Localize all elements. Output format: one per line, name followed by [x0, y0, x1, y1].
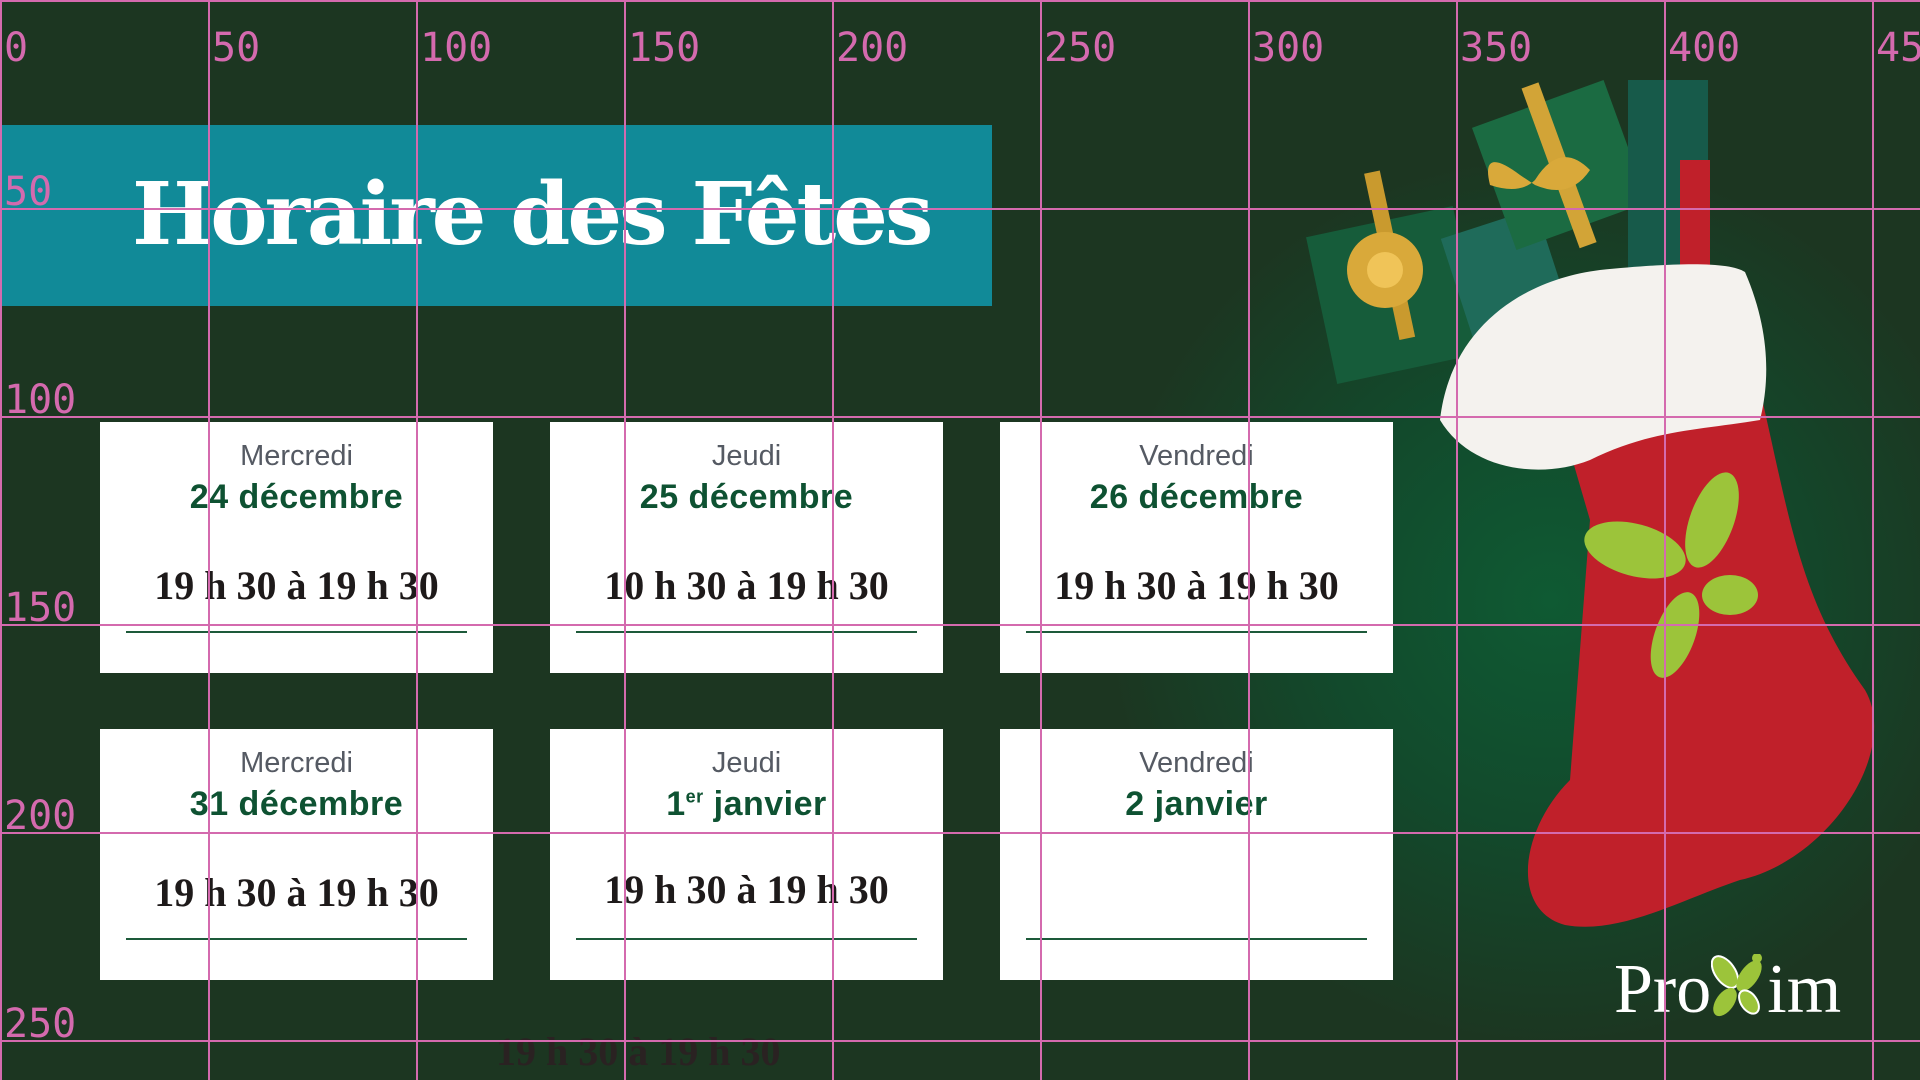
- grid-line: [1664, 0, 1666, 1080]
- stocking-cuff: [1440, 264, 1767, 470]
- card-day: Jeudi: [711, 440, 782, 472]
- grid-x-label: 0: [4, 25, 29, 71]
- card-divider: [576, 938, 917, 940]
- grid-x-label: 300: [1252, 25, 1325, 71]
- schedule-card: Jeudi 1er janvier: [550, 729, 943, 980]
- card-hours: 19 h 30 à 19 h 30: [1054, 563, 1339, 608]
- card-divider: [126, 631, 467, 633]
- schedule-card: Mercredi 31 décembre 19 h 30 à 19 h 30: [100, 729, 493, 980]
- overflow-hours-text: 19 h 30 à 19 h 30: [496, 1029, 781, 1074]
- schedule-card: Mercredi 24 décembre 19 h 30 à 19 h 30: [100, 422, 493, 673]
- grid-x-label: 350: [1460, 25, 1533, 71]
- overflow-hours-text: 19 h 30 à 19 h 30: [604, 867, 889, 912]
- grid-y-label: 200: [4, 793, 77, 839]
- card-date: 1er janvier: [666, 785, 827, 823]
- schedule-card: Vendredi 26 décembre 19 h 30 à 19 h 30: [1000, 422, 1393, 673]
- card-hours: 19 h 30 à 19 h 30: [154, 870, 439, 915]
- proxim-logo: Pro im: [1614, 951, 1842, 1028]
- grid-line: [1872, 0, 1874, 1080]
- card-divider: [126, 938, 467, 940]
- stocking-body: [1527, 390, 1875, 927]
- grid-x-label: 250: [1044, 25, 1117, 71]
- christmas-stocking-illustration: [1306, 79, 1875, 927]
- grid-line: [208, 0, 210, 1080]
- card-day: Jeudi: [711, 747, 782, 779]
- card-divider: [1026, 938, 1367, 940]
- grid-x-label: 200: [836, 25, 909, 71]
- card-divider: [1026, 631, 1367, 633]
- grid-x-label: 100: [420, 25, 493, 71]
- grid-line: [832, 0, 834, 1080]
- grid-y-label: 100: [4, 377, 77, 423]
- grid-y-label: 50: [4, 169, 53, 215]
- grid-line: [0, 624, 1920, 626]
- card-hours: 10 h 30 à 19 h 30: [604, 563, 889, 608]
- card-date: 25 décembre: [639, 478, 854, 516]
- grid-line: [1040, 0, 1042, 1080]
- card-day: Mercredi: [240, 747, 353, 779]
- grid-y-label: 150: [4, 585, 77, 631]
- schedule-card: Vendredi 2 janvier: [1000, 729, 1393, 980]
- card-divider: [576, 631, 917, 633]
- card-day: Mercredi: [240, 440, 353, 472]
- logo-x-leaf-icon: [1711, 953, 1763, 1017]
- grid-line: [0, 1040, 1920, 1042]
- grid-line: [0, 208, 1920, 210]
- proxim-leaf-icon: [1584, 472, 1758, 678]
- card-date: 24 décembre: [189, 478, 404, 516]
- card-hours: 19 h 30 à 19 h 30: [154, 563, 439, 608]
- card-date: 26 décembre: [1089, 478, 1304, 516]
- grid-line: [0, 0, 2, 1080]
- page-title: Horaire des Fêtes: [132, 164, 933, 265]
- grid-x-label: 400: [1668, 25, 1741, 71]
- grid-x-label: 150: [628, 25, 701, 71]
- grid-line: [624, 0, 626, 1080]
- title-banner: [0, 125, 992, 306]
- card-date: 31 décembre: [189, 785, 404, 823]
- grid-line: [0, 416, 1920, 418]
- grid-line: [0, 832, 1920, 834]
- grid-line: [1248, 0, 1250, 1080]
- grid-x-label: 50: [212, 25, 261, 71]
- card-date: 2 janvier: [1125, 785, 1268, 823]
- grid-y-label: 250: [4, 1001, 77, 1047]
- schedule-card: Jeudi 25 décembre 10 h 30 à 19 h 30: [550, 422, 943, 673]
- grid-line: [416, 0, 418, 1080]
- grid-line: [1456, 0, 1458, 1080]
- grid-line: [0, 0, 1920, 2]
- grid-x-label: 45: [1876, 25, 1920, 71]
- card-day: Vendredi: [1139, 747, 1254, 779]
- card-day: Vendredi: [1139, 440, 1254, 472]
